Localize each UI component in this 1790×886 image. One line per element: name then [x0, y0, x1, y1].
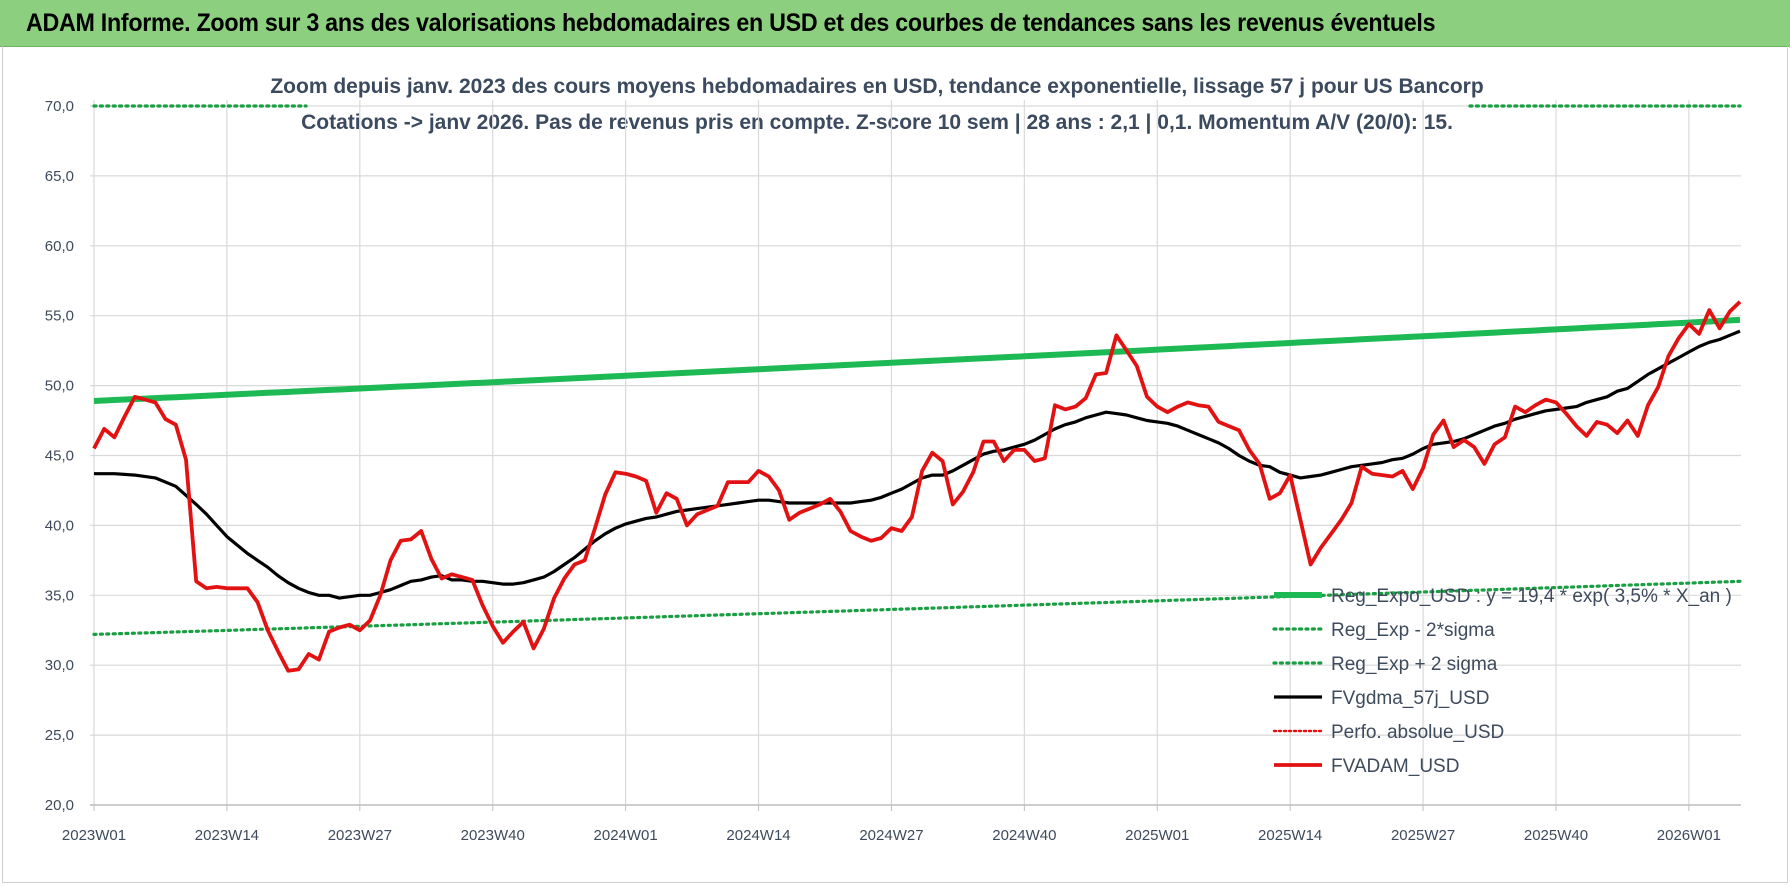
- y-tick-label: 20,0: [45, 797, 74, 814]
- x-tick-label: 2025W27: [1391, 827, 1455, 844]
- series-fvadam-usd: [92, 300, 1742, 673]
- series-reg-expo-usd: [93, 316, 1741, 404]
- x-tick-label: 2025W14: [1258, 827, 1322, 844]
- report-banner: ADAM Informe. Zoom sur 3 ans des valoris…: [0, 0, 1790, 47]
- x-tick-label: 2023W01: [62, 827, 126, 844]
- x-tick-label: 2025W40: [1524, 827, 1588, 844]
- report-title: ADAM Informe. Zoom sur 3 ans des valoris…: [26, 9, 1436, 37]
- x-tick-label: 2023W14: [195, 827, 259, 844]
- chart-subtitle-line-2: Cotations -> janv 2026. Pas de revenus p…: [301, 111, 1453, 134]
- x-tick-label: 2023W40: [461, 827, 525, 844]
- x-tick-label: 2025W01: [1125, 827, 1189, 844]
- x-tick-label: 2024W40: [992, 827, 1056, 844]
- x-axis-ticks: 2023W01 2023W14 2023W27 2023W40 2024W01 2024W…: [62, 827, 1721, 844]
- series-reg-exp-minus-2-sigma: [92, 579, 1742, 637]
- y-tick-label: 60,0: [45, 238, 74, 255]
- legend-label: FVADAM_USD: [1331, 756, 1459, 777]
- legend: Reg_Expo_USD : y = 19,4 * exp( 3,5% * X_…: [1272, 586, 1732, 777]
- y-tick-label: 65,0: [45, 168, 74, 185]
- y-tick-label: 30,0: [45, 657, 74, 674]
- x-tick-label: 2026W01: [1657, 827, 1721, 844]
- legend-label: Reg_Expo_USD : y = 19,4 * exp( 3,5% * X_…: [1331, 586, 1732, 607]
- chart-subtitle-line-1: Zoom depuis janv. 2023 des cours moyens …: [270, 75, 1483, 98]
- y-tick-label: 50,0: [45, 378, 74, 395]
- x-tick-label: 2024W27: [859, 827, 923, 844]
- y-tick-label: 25,0: [45, 727, 74, 744]
- y-tick-label: 70,0: [45, 98, 74, 115]
- legend-label: FVgdma_57j_USD: [1331, 688, 1489, 709]
- chart-frame: [2, 46, 1788, 883]
- y-tick-label: 40,0: [45, 517, 74, 534]
- series-fvgdma-57j-usd: [94, 329, 1741, 600]
- y-tick-label: 45,0: [45, 448, 74, 465]
- series-lines: [92, 104, 1742, 673]
- legend-label: Reg_Exp - 2*sigma: [1331, 620, 1495, 641]
- x-tick-label: 2023W27: [328, 827, 392, 844]
- grid-lines: [90, 100, 1741, 811]
- y-tick-label: 35,0: [45, 587, 74, 604]
- x-tick-label: 2024W14: [726, 827, 790, 844]
- x-tick-label: 2024W01: [594, 827, 658, 844]
- legend-label: Perfo. absolue_USD: [1331, 722, 1504, 743]
- legend-label: Reg_Exp + 2 sigma: [1331, 654, 1498, 675]
- y-axis-ticks: 20,0 25,0 30,0 35,0 40,0 45,0 50,0 55,0 60,0 65,0…: [45, 98, 74, 814]
- y-tick-label: 55,0: [45, 308, 74, 325]
